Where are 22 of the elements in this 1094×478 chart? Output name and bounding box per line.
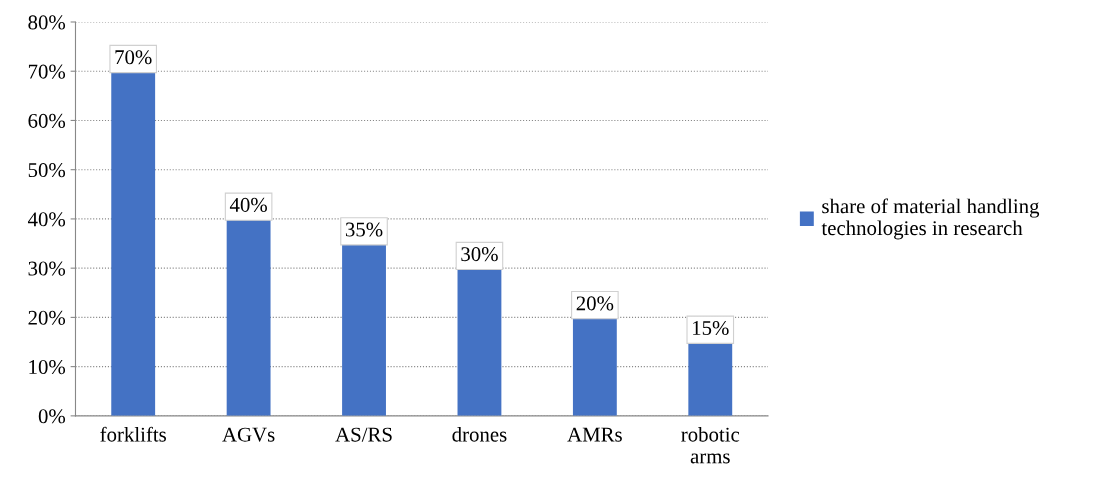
- x-tick-label: drones: [452, 426, 507, 442]
- y-tick-label: 0%: [38, 409, 66, 424]
- x-tick-label: forklifts: [100, 426, 166, 442]
- x-tick-label: AGVs: [222, 427, 275, 442]
- data-label: 40%: [229, 197, 267, 212]
- data-label: 70%: [115, 50, 152, 65]
- data-label: 15%: [693, 320, 729, 336]
- y-tick-label: 20%: [28, 310, 66, 325]
- data-label: 20%: [576, 296, 614, 311]
- y-tick-label: 30%: [28, 261, 66, 276]
- y-tick-label: 60%: [28, 113, 66, 128]
- x-tick-label: AMRs: [567, 427, 622, 442]
- data-label: 30%: [461, 247, 498, 262]
- data-label: 35%: [345, 222, 383, 237]
- y-tick-label: 70%: [28, 64, 66, 79]
- x-tick-label: AS/RS: [335, 427, 392, 442]
- y-tick-label: 80%: [28, 15, 66, 30]
- legend-label: share of material handling technologies in research: [821, 198, 1040, 240]
- y-tick-label: 40%: [27, 212, 66, 227]
- y-tick-label: 50%: [28, 163, 66, 178]
- x-tick-label: robotic arms: [681, 426, 740, 464]
- y-tick-label: 10%: [29, 360, 66, 375]
